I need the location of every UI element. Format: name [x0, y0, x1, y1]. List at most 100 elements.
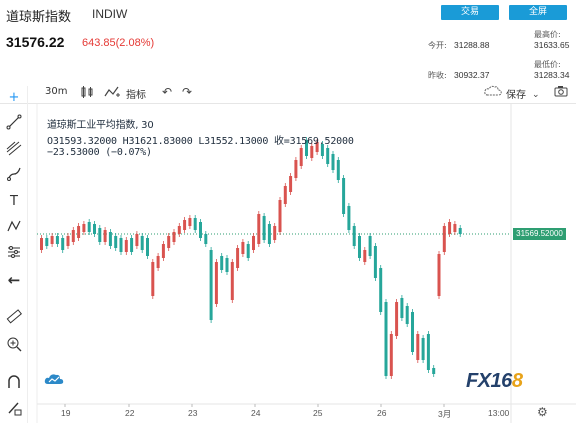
candle-body: [45, 238, 49, 246]
candle-body: [172, 232, 176, 242]
candle-body: [426, 334, 430, 370]
price-change: 643.85(2.08%): [82, 37, 155, 49]
candle-body: [384, 302, 388, 376]
fib-channel-icon[interactable]: [4, 140, 24, 160]
gear-icon[interactable]: ⚙: [537, 405, 548, 419]
candle-body: [103, 230, 107, 242]
measure-tool-icon[interactable]: [4, 244, 24, 264]
low-label: 最低价:: [534, 60, 561, 69]
prev-close-value: 30932.37: [454, 70, 490, 80]
candle-body: [124, 240, 128, 252]
candle-body: [87, 222, 91, 232]
candle-body: [373, 246, 377, 278]
candle-body: [183, 220, 187, 230]
crosshair-icon[interactable]: +: [8, 90, 20, 105]
candle-body: [267, 224, 271, 244]
x-label-23: 23: [188, 408, 198, 418]
candle-body: [209, 250, 213, 320]
indicator-icon[interactable]: [104, 85, 120, 102]
candle-body: [135, 234, 139, 246]
candle-body: [310, 146, 314, 158]
candle-body: [379, 268, 383, 312]
high-label: 最高价:: [534, 30, 561, 39]
fullscreen-button[interactable]: 全屏: [509, 5, 567, 20]
chevron-down-icon[interactable]: ⌄: [532, 89, 540, 99]
candle-body: [246, 244, 250, 258]
drawing-toolbar: + T ←: [0, 86, 28, 423]
cloud-sync-icon[interactable]: [44, 372, 64, 386]
x-label-1300: 13:00: [488, 408, 510, 418]
candle-body: [257, 214, 261, 244]
x-label-march: 3月: [438, 409, 452, 419]
instrument-code: INDIW: [92, 7, 128, 21]
save-button[interactable]: 保存: [506, 90, 526, 101]
ruler-icon[interactable]: [4, 308, 24, 328]
camera-icon[interactable]: [554, 85, 568, 100]
candle-body: [236, 248, 240, 268]
candle-body: [448, 222, 452, 234]
brush-icon[interactable]: [4, 166, 24, 186]
last-price: 31576.22: [6, 34, 65, 50]
candle-body: [294, 160, 298, 178]
open-label: 今开:: [428, 41, 447, 50]
candle-body: [405, 306, 409, 324]
text-tool-icon[interactable]: T: [10, 194, 18, 209]
candle-body: [432, 368, 436, 374]
candle-body: [331, 154, 335, 170]
candle-body: [336, 160, 340, 180]
candle-body: [193, 218, 197, 230]
candle-body: [156, 256, 160, 268]
cloud-icon[interactable]: [484, 85, 502, 100]
candle-body: [177, 226, 181, 234]
candle-body: [283, 186, 287, 204]
candle-body: [225, 258, 229, 272]
candle-body: [130, 238, 134, 252]
trade-button[interactable]: 交易: [441, 5, 499, 20]
candle-body: [71, 230, 75, 242]
candle-body: [66, 236, 70, 246]
indicator-button[interactable]: 指标: [126, 90, 146, 101]
candle-body: [273, 226, 277, 240]
zoom-in-icon[interactable]: [4, 336, 24, 356]
candle-body: [363, 250, 367, 262]
candle-body: [411, 312, 414, 352]
candle-type-icon[interactable]: [80, 85, 94, 102]
candle-body: [151, 262, 155, 296]
candle-body: [55, 236, 59, 244]
x-label-24: 24: [251, 408, 261, 418]
trendline-icon[interactable]: [4, 114, 24, 134]
x-label-25: 25: [313, 408, 323, 418]
candle-body: [140, 236, 144, 250]
candle-body: [320, 144, 324, 156]
fx168-logo: FX168: [466, 370, 523, 392]
candle-body: [241, 242, 245, 254]
interval-selector[interactable]: 30m: [45, 86, 68, 97]
candle-body: [437, 254, 441, 296]
instrument-title: 道琼斯指数: [6, 10, 72, 25]
candle-body: [93, 224, 96, 234]
candle-body: [315, 142, 319, 152]
candle-body: [167, 236, 171, 248]
candle-body: [161, 244, 165, 258]
pencil-lock-icon[interactable]: [4, 400, 24, 420]
candle-body: [326, 148, 330, 164]
x-label-26: 26: [377, 408, 387, 418]
candle-body: [214, 262, 218, 304]
x-axis-ticks: [64, 404, 445, 407]
arrow-back-icon[interactable]: ←: [7, 271, 21, 289]
magnet-icon[interactable]: [4, 374, 24, 394]
candle-body: [61, 238, 65, 250]
low-value: 31283.34: [534, 70, 570, 80]
candle-body: [342, 178, 346, 214]
open-value: 31288.88: [454, 40, 490, 50]
candle-body: [458, 228, 462, 234]
legend-title: 道琼斯工业平均指数, 30: [47, 120, 154, 131]
candle-body: [352, 226, 356, 246]
redo-icon[interactable]: ↷: [182, 85, 193, 99]
undo-icon[interactable]: ↶: [162, 85, 173, 99]
pattern-icon[interactable]: [4, 218, 24, 238]
candle-body: [114, 236, 118, 248]
legend-ohlc: O31593.32000 H31621.83000 L31552.13000 收…: [47, 136, 354, 147]
candle-body: [278, 200, 282, 232]
